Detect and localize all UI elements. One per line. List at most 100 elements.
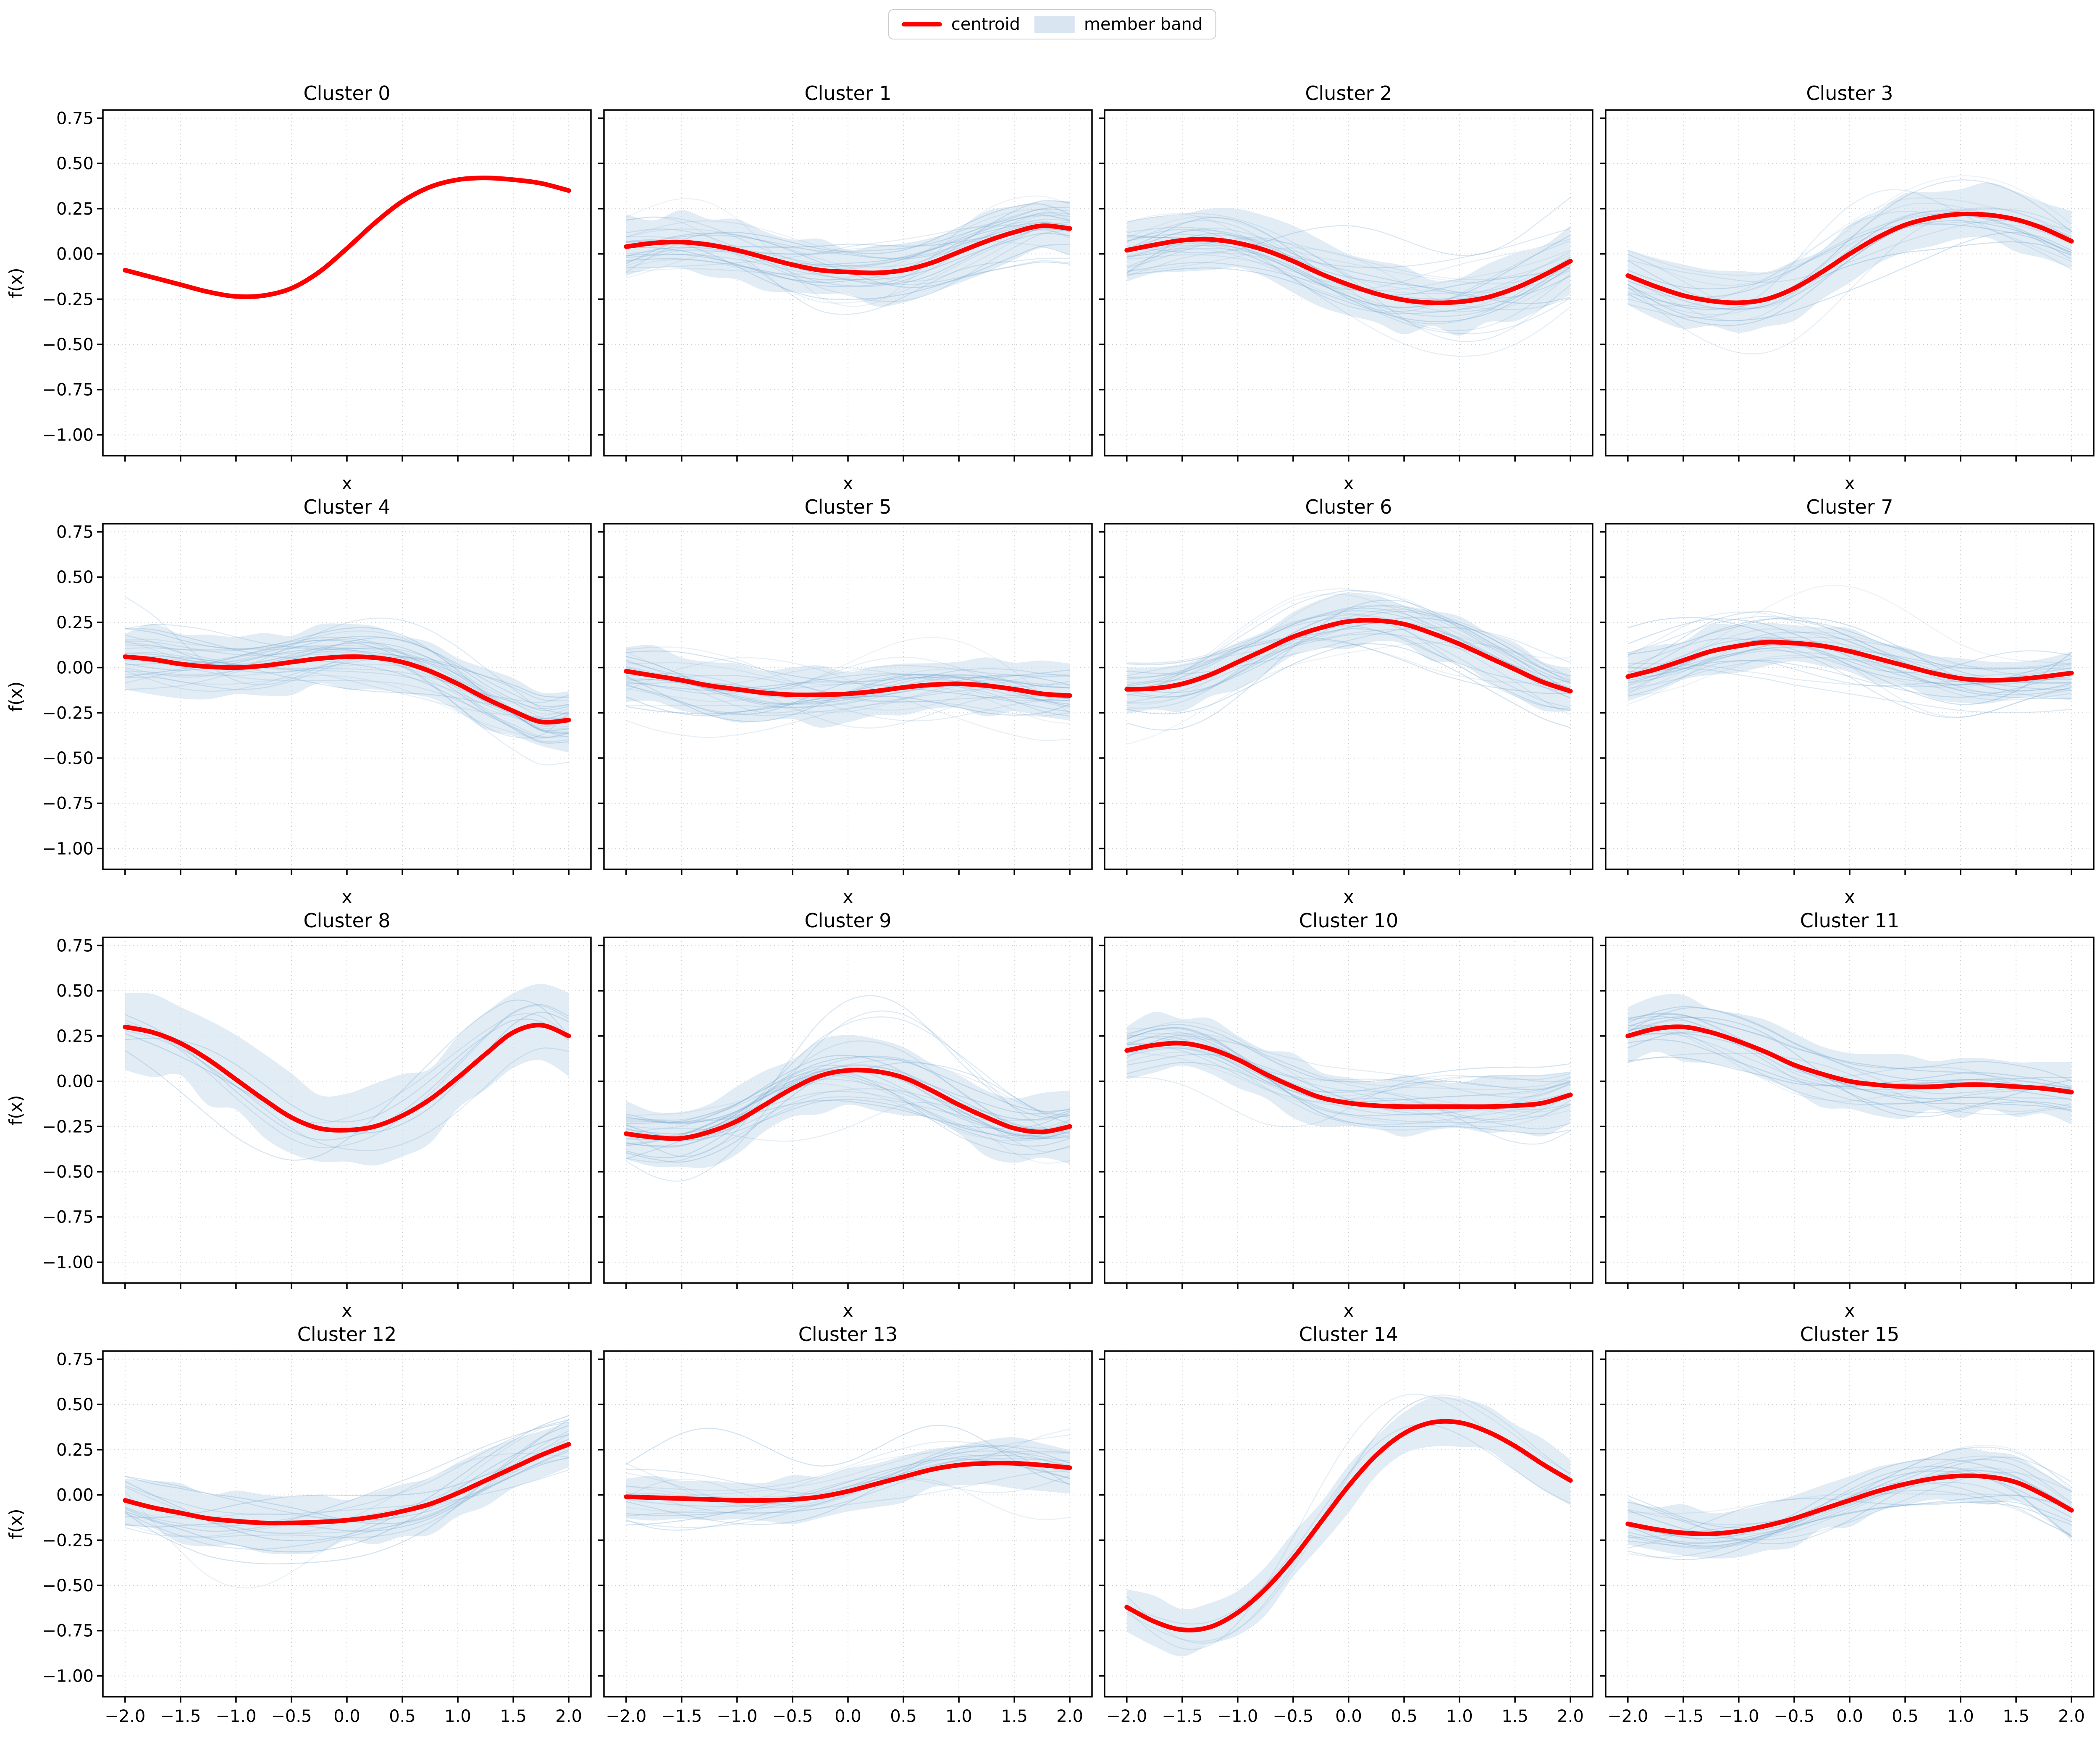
y-tick-label: 0.75 (56, 936, 94, 955)
x-tick-label: 2.0 (1557, 1707, 1584, 1726)
subplot-title: Cluster 6 (1305, 496, 1392, 518)
member-curve (626, 1055, 1070, 1139)
member-curve (626, 225, 1070, 268)
member-curve (1126, 216, 1571, 294)
grid (1105, 110, 1593, 456)
member-curve (1628, 1456, 2072, 1543)
member-curve (1628, 1016, 2072, 1089)
subplot-title: Cluster 10 (1299, 909, 1398, 932)
member-curve (626, 1078, 1070, 1144)
member-curve (1628, 1052, 2072, 1115)
x-tick-label: −2.0 (606, 1707, 646, 1726)
member-curve (1126, 244, 1571, 357)
legend-label-centroid: centroid (951, 15, 1020, 34)
subplot-title: Cluster 1 (804, 82, 891, 105)
grid (1606, 937, 2094, 1283)
member-curve (626, 1478, 1070, 1520)
x-tick-label: 0.5 (1391, 1707, 1418, 1726)
tick-marks (1099, 1358, 1571, 1703)
member-curve (125, 1449, 569, 1550)
member-curve (1628, 1032, 2072, 1114)
member-curve (1628, 648, 2072, 718)
grid (103, 1351, 591, 1697)
member-curve (1628, 207, 2072, 354)
member-curve (125, 1425, 569, 1565)
member-curve (626, 222, 1070, 259)
member-curve (125, 648, 569, 698)
member-curve (125, 1434, 569, 1553)
member-curve (125, 1011, 569, 1134)
x-axis-label: x (1344, 887, 1354, 907)
member-curve (1126, 1042, 1571, 1103)
subplot-title: Cluster 12 (297, 1323, 396, 1346)
tick-marks (1099, 531, 1571, 875)
member-curves (1628, 1006, 2072, 1118)
member-curve (1628, 659, 2072, 698)
member-curve (1126, 234, 1571, 317)
member-curve (1628, 1013, 2072, 1095)
member-curve (1126, 229, 1571, 299)
member-curves (125, 1000, 570, 1161)
member-curve (626, 674, 1070, 703)
member-band (1126, 208, 1571, 336)
grid (103, 524, 591, 869)
member-curve (125, 624, 569, 734)
member-curve (125, 637, 569, 711)
member-curve (1126, 239, 1571, 281)
centroid-line (624, 1461, 1072, 1503)
member-curve (125, 637, 569, 721)
subplot-title: Cluster 4 (303, 496, 390, 518)
member-curve (1126, 605, 1571, 693)
y-tick-label: 0.25 (56, 1027, 94, 1046)
grid (1606, 110, 2094, 456)
member-curve (125, 1430, 569, 1538)
member-curve (1628, 628, 2072, 701)
member-curve (626, 220, 1070, 275)
centroid-line (123, 1023, 571, 1133)
member-curve (1628, 1493, 2072, 1514)
y-tick-label: −1.00 (42, 1666, 94, 1686)
member-curve (626, 1010, 1070, 1182)
member-curve (1126, 247, 1571, 312)
x-tick-label: 0.0 (835, 1707, 861, 1726)
x-axis-label: x (342, 887, 352, 907)
member-curve (1126, 1051, 1571, 1124)
member-curve (626, 200, 1070, 287)
member-curve (125, 650, 569, 766)
member-curve (1126, 593, 1571, 693)
member-curve (1126, 621, 1571, 703)
member-curve (1628, 656, 2072, 689)
x-axis-label: x (342, 1743, 352, 1745)
x-tick-label: 2.0 (1056, 1707, 1083, 1726)
x-tick-label: −1.5 (661, 1707, 702, 1726)
member-curve (626, 1452, 1070, 1512)
member-curve (626, 209, 1070, 282)
member-curve (626, 657, 1070, 741)
member-curve (626, 239, 1070, 300)
member-curve (626, 207, 1070, 255)
member-curve (1126, 248, 1571, 325)
x-tick-label: 1.5 (1001, 1707, 1028, 1726)
member-curves (626, 195, 1070, 315)
member-curve (1628, 611, 2072, 691)
x-tick-label: 1.5 (500, 1707, 527, 1726)
member-curve (626, 1059, 1070, 1140)
member-curve (626, 1055, 1070, 1147)
member-curve (626, 666, 1070, 705)
x-tick-label: −2.0 (1106, 1707, 1147, 1726)
x-tick-label: 2.0 (2058, 1707, 2085, 1726)
centroid-line (1625, 1024, 2074, 1094)
member-curve (1628, 644, 2072, 718)
member-curve (1126, 252, 1571, 312)
centroid-line (123, 176, 571, 299)
member-curve (1126, 625, 1571, 698)
x-tick-label: 0.5 (1892, 1707, 1919, 1726)
x-tick-label: 2.0 (555, 1707, 582, 1726)
member-curve (125, 660, 569, 738)
y-tick-label: −0.25 (42, 1117, 94, 1136)
tick-marks (598, 117, 1071, 462)
y-tick-label: −0.75 (42, 380, 94, 400)
member-curve (1628, 631, 2072, 685)
member-band-swatch (1034, 16, 1075, 33)
x-axis-label: x (1344, 1300, 1354, 1321)
